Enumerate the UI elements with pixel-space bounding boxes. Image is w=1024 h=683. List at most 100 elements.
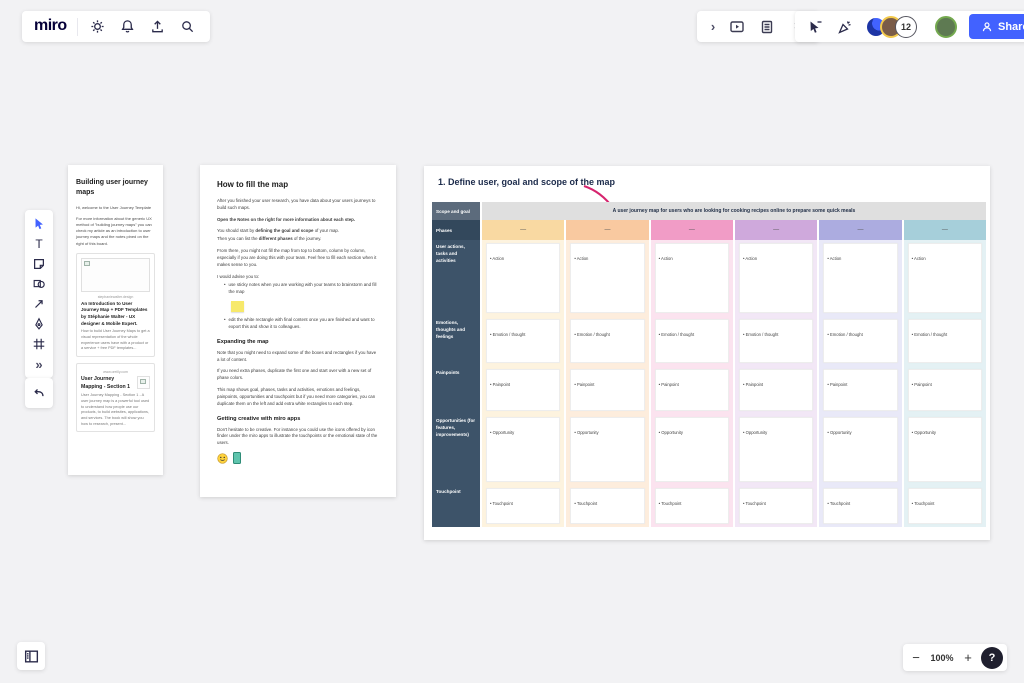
journey-cell[interactable]: • Touchpoint [735, 485, 818, 527]
journey-cell[interactable]: • Opportunity [482, 414, 565, 485]
journey-cell[interactable]: • Action [735, 240, 818, 316]
help-button[interactable]: ? [981, 646, 1003, 669]
journey-cell[interactable]: • Touchpoint [650, 485, 733, 527]
select-tool[interactable] [28, 214, 50, 234]
journey-cell[interactable]: • Emotion / thought [735, 316, 818, 366]
journey-cell[interactable]: • Painpoint [819, 366, 902, 414]
link-title[interactable]: An Introduction to User Journey Map + PD… [81, 300, 148, 326]
phase-cell[interactable]: — [650, 220, 733, 240]
journey-cell[interactable]: • Painpoint [735, 366, 818, 414]
journey-item-box[interactable]: • Touchpoint [570, 488, 645, 524]
journey-item-box[interactable]: • Opportunity [570, 417, 645, 482]
miro-logo[interactable]: miro [34, 16, 67, 34]
journey-item-box[interactable]: • Action [907, 243, 982, 313]
journey-item-box[interactable]: • Opportunity [486, 417, 561, 482]
journey-cell[interactable]: • Emotion / thought [819, 316, 902, 366]
journey-item-box[interactable]: • Action [570, 243, 645, 313]
journey-cell[interactable]: • Painpoint [903, 366, 986, 414]
journey-item-box[interactable]: • Emotion / thought [486, 319, 561, 363]
zoom-in-button[interactable]: + [964, 650, 972, 665]
journey-item-box[interactable]: • Painpoint [486, 369, 561, 411]
collaborator-avatars[interactable]: 12 [865, 15, 917, 38]
journey-cell[interactable]: • Painpoint [650, 366, 733, 414]
journey-frame-title[interactable]: 1. Define user, goal and scope of the ma… [438, 177, 616, 187]
text-tool[interactable]: T [28, 234, 50, 254]
journey-row-label[interactable]: User actions, tasks and activities [432, 240, 480, 316]
journey-scope-banner[interactable]: A user journey map for users who are loo… [482, 202, 986, 220]
journey-cell[interactable]: • Touchpoint [819, 485, 902, 527]
share-button[interactable]: Share [969, 14, 1024, 39]
search-button[interactable] [174, 14, 202, 40]
phase-cell[interactable]: — [819, 220, 902, 240]
journey-item-box[interactable]: • Emotion / thought [823, 319, 898, 363]
sticky-note-tool[interactable] [28, 254, 50, 274]
journey-phases-label[interactable]: Phases [432, 220, 480, 240]
zoom-level[interactable]: 100% [930, 652, 954, 663]
journey-cell[interactable]: • Opportunity [650, 414, 733, 485]
journey-item-box[interactable]: • Painpoint [823, 369, 898, 411]
phase-cell[interactable]: — [903, 220, 986, 240]
notes-button[interactable] [753, 14, 781, 40]
journey-cell[interactable]: • Action [819, 240, 902, 316]
journey-cell[interactable]: • Action [650, 240, 733, 316]
doc-building-user-journey-maps[interactable]: Building user journey maps Hi, welcome t… [68, 165, 163, 475]
phase-cell[interactable]: — [482, 220, 565, 240]
journey-cell[interactable]: • Opportunity [903, 414, 986, 485]
journey-cell[interactable]: • Painpoint [482, 366, 565, 414]
more-tools-button[interactable]: » [28, 354, 50, 374]
zoom-out-button[interactable]: − [912, 650, 920, 665]
journey-item-box[interactable]: • Emotion / thought [654, 319, 729, 363]
journey-item-box[interactable]: • Opportunity [823, 417, 898, 482]
journey-cell[interactable]: • Painpoint [566, 366, 649, 414]
journey-item-box[interactable]: • Painpoint [739, 369, 814, 411]
link-title[interactable]: User Journey Mapping - Section 1 [81, 376, 130, 390]
journey-item-box[interactable]: • Painpoint [907, 369, 982, 411]
link-preview-card[interactable]: stephaniewalter.design An Introduction t… [76, 252, 155, 358]
journey-item-box[interactable]: • Touchpoint [907, 488, 982, 524]
collaborator-count-badge[interactable]: 12 [895, 15, 917, 38]
settings-button[interactable] [84, 14, 112, 40]
sticky-note[interactable] [231, 301, 244, 313]
journey-item-box[interactable]: • Touchpoint [486, 488, 561, 524]
phase-cell[interactable]: — [566, 220, 649, 240]
journey-cell[interactable]: • Touchpoint [482, 485, 565, 527]
current-user-avatar[interactable] [935, 15, 957, 38]
frames-panel-button[interactable] [17, 642, 45, 670]
journey-cell[interactable]: • Opportunity [735, 414, 818, 485]
pen-tool[interactable] [28, 314, 50, 334]
journey-cell[interactable]: • Emotion / thought [650, 316, 733, 366]
journey-cell[interactable]: • Touchpoint [903, 485, 986, 527]
journey-item-box[interactable]: • Emotion / thought [739, 319, 814, 363]
hide-cursors-button[interactable] [801, 14, 829, 40]
doc-how-to-fill-the-map[interactable]: How to fill the map After you finished y… [200, 165, 396, 497]
journey-cell[interactable]: • Emotion / thought [566, 316, 649, 366]
link-preview-card[interactable]: www.oreilly.com User Journey Mapping - S… [76, 363, 155, 433]
presentation-button[interactable] [723, 14, 751, 40]
smiley-emoji[interactable] [217, 452, 228, 464]
journey-item-box[interactable]: • Action [486, 243, 561, 313]
phone-emoji[interactable] [233, 452, 241, 465]
journey-item-box[interactable]: • Painpoint [654, 369, 729, 411]
arrow-tool[interactable] [28, 294, 50, 314]
journey-item-box[interactable]: • Emotion / thought [907, 319, 982, 363]
journey-item-box[interactable]: • Action [654, 243, 729, 313]
journey-cell[interactable]: • Opportunity [819, 414, 902, 485]
notifications-button[interactable] [114, 14, 142, 40]
export-button[interactable] [144, 14, 172, 40]
journey-cell[interactable]: • Action [482, 240, 565, 316]
journey-item-box[interactable]: • Opportunity [654, 417, 729, 482]
undo-button[interactable] [28, 383, 50, 403]
expand-panel-button[interactable]: › [705, 14, 721, 40]
journey-cell[interactable]: • Opportunity [566, 414, 649, 485]
journey-item-box[interactable]: • Touchpoint [823, 488, 898, 524]
journey-row-label[interactable]: Emotions, thoughts and feelings [432, 316, 480, 366]
journey-row-label[interactable]: Touchpoint [432, 485, 480, 527]
journey-item-box[interactable]: • Touchpoint [739, 488, 814, 524]
journey-cell[interactable]: • Action [903, 240, 986, 316]
journey-cell[interactable]: • Emotion / thought [482, 316, 565, 366]
phase-cell[interactable]: — [735, 220, 818, 240]
journey-item-box[interactable]: • Touchpoint [654, 488, 729, 524]
journey-item-box[interactable]: • Action [739, 243, 814, 313]
journey-row-label[interactable]: Painpoints [432, 366, 480, 414]
frame-tool[interactable] [28, 334, 50, 354]
